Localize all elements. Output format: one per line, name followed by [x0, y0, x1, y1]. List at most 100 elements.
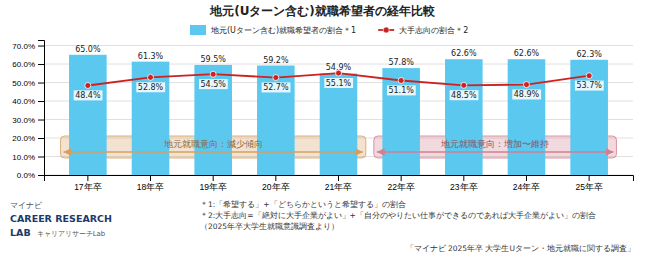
x-tick-mark: [526, 175, 527, 181]
line-label: 51.1%: [387, 85, 416, 95]
x-tick-mark: [87, 175, 88, 181]
label-background: [199, 79, 228, 89]
annotation-arrow: [377, 151, 614, 152]
x-tick-mark: [338, 175, 339, 181]
y-axis-line: [38, 41, 45, 176]
grid: [44, 46, 633, 175]
plot: 65.0%61.3%59.5%59.2%54.9%57.8%62.6%62.6%…: [12, 41, 633, 193]
y-tick-mark: [38, 175, 44, 176]
y-tick-mark: [38, 64, 44, 65]
y-tick-mark: [38, 157, 44, 158]
line-label: 55.1%: [324, 78, 353, 88]
line-value-label: 52.7%: [263, 83, 289, 92]
source: 「マイナビ 2025年卒 大学生Uターン・地元就職に関する調査」: [406, 244, 635, 253]
marker: [148, 74, 154, 80]
y-tick: 40.0%: [12, 97, 44, 106]
label-background: [387, 85, 416, 95]
label-background: [74, 90, 103, 100]
line-value-label: 52.8%: [138, 83, 164, 92]
bar-label: 54.9%: [326, 63, 352, 72]
legend-item: 大手志向の割合＊2: [378, 26, 468, 35]
annotation-text: 地元就職意向：増加〜維持: [440, 139, 549, 149]
legend-marker: [383, 27, 389, 33]
line-value-label: 54.5%: [200, 80, 226, 89]
bar-label: 62.6%: [451, 49, 477, 58]
y-axis: 0.0%10.0%20.0%30.0%40.0%50.0%60.0%70.0%: [12, 41, 44, 181]
line-label: 52.8%: [136, 82, 165, 92]
x-tick: 21年卒: [325, 175, 352, 192]
line-label: 52.7%: [262, 82, 291, 92]
y-tick-label: 70.0%: [12, 42, 35, 51]
x-tick: 25年卒: [575, 175, 602, 192]
bar: [257, 66, 295, 175]
x-tick-mark: [463, 175, 464, 181]
logo: マイナビCAREER RESEARCHLABキャリアリサーチLab: [10, 201, 112, 238]
footnotes: ＊1:「希望する」+「どちらかというと希望する」の割合 ＊2:大手志向=「絶対に大…: [200, 200, 596, 231]
marker: [586, 73, 592, 79]
y-tick-label: 30.0%: [12, 116, 35, 125]
chart: 地元(Uターン含む)就職希望者の経年比較65.0%61.3%59.5%59.2%…: [0, 0, 645, 262]
bar: [69, 55, 107, 175]
x-tick: 22年卒: [387, 175, 414, 192]
x-tick-label: 25年卒: [575, 182, 602, 192]
marker: [210, 71, 216, 77]
x-tick-label: 18年卒: [137, 182, 164, 192]
label-background: [324, 78, 353, 88]
y-tick-mark: [38, 83, 44, 84]
label-background: [136, 82, 165, 92]
x-tick-label: 23年卒: [450, 182, 477, 192]
bar-label: 65.0%: [75, 45, 101, 54]
marker: [85, 82, 91, 88]
y-tick-label: 20.0%: [12, 134, 35, 143]
x-tick-mark: [213, 175, 214, 181]
x-tick: 17年卒: [74, 175, 101, 192]
line-value-label: 48.5%: [451, 91, 477, 100]
annotation-text: 地元就職意向：減少傾向: [163, 139, 263, 149]
x-tick-mark: [275, 175, 276, 181]
y-tick: 50.0%: [12, 79, 44, 88]
line-value-label: 53.7%: [576, 81, 602, 90]
marker: [273, 75, 279, 81]
x-tick-label: 19年卒: [199, 182, 226, 192]
data-labels: 65.0%61.3%59.5%59.2%54.9%57.8%62.6%62.6%…: [74, 45, 604, 101]
label-background: [262, 82, 291, 92]
bar-label: 62.3%: [576, 50, 602, 59]
footnote: ＊2:大手志向=「絶対に大手企業がよい」+「自分のやりたい仕事ができるのであれば…: [200, 211, 596, 220]
y-tick: 60.0%: [12, 60, 44, 69]
x-tick-label: 20年卒: [262, 182, 289, 192]
legend-item: 地元(Uターン含む)就職希望者の割合＊1: [190, 25, 356, 35]
legend-label: 地元(Uターン含む)就職希望者の割合＊1: [210, 26, 356, 35]
line-label: 53.7%: [575, 81, 604, 91]
line-value-label: 48.9%: [514, 90, 540, 99]
marker: [461, 82, 467, 88]
footnote: （2025年卒大学生就職意識調査より）: [200, 222, 339, 231]
x-tick: 24年卒: [513, 175, 540, 192]
y-tick: 20.0%: [12, 134, 44, 143]
legend: 地元(Uターン含む)就職希望者の割合＊1 大手志向の割合＊2: [190, 25, 468, 35]
x-tick-label: 22年卒: [387, 182, 414, 192]
x-tick: 18年卒: [137, 175, 164, 192]
bar-label: 57.8%: [388, 58, 414, 67]
x-tick-mark: [150, 175, 151, 181]
x-tick: 19年卒: [199, 175, 226, 192]
y-tick: 0.0%: [17, 171, 44, 180]
logo-text: キャリアリサーチLab: [37, 230, 106, 238]
footnote: ＊1:「希望する」+「どちらかというと希望する」の割合: [200, 200, 406, 209]
y-tick-mark: [38, 46, 44, 47]
bar-label: 59.2%: [263, 56, 289, 65]
line-value-label: 48.4%: [75, 91, 101, 100]
y-tick-mark: [38, 101, 44, 102]
y-tick-mark: [38, 138, 44, 139]
bar: [445, 59, 483, 175]
x-axis: 17年卒 18年卒 19年卒 20年卒 21年卒 22年卒 23年卒 24年卒 25年卒: [45, 175, 634, 192]
logo-text: CAREER RESEARCH: [10, 213, 112, 224]
y-tick-label: 0.0%: [17, 171, 35, 180]
y-tick-label: 50.0%: [12, 79, 35, 88]
x-tick-label: 24年卒: [513, 182, 540, 192]
logo-text: LAB: [10, 227, 31, 238]
bar: [508, 59, 546, 175]
marker: [523, 82, 529, 88]
legend-swatch: [190, 25, 206, 35]
line-value-label: 51.1%: [388, 86, 414, 95]
label-background: [512, 89, 541, 99]
